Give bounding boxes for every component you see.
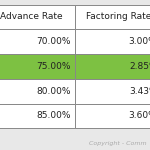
Bar — [75, 103, 150, 128]
Bar — [0, 54, 75, 79]
Bar — [75, 4, 150, 29]
Text: 80.00%: 80.00% — [36, 87, 70, 96]
Text: 70.00%: 70.00% — [36, 37, 70, 46]
Bar — [75, 29, 150, 54]
Bar — [0, 103, 75, 128]
Text: Copyright - Comm: Copyright - Comm — [89, 141, 147, 147]
Text: 2.85%: 2.85% — [129, 62, 150, 71]
Text: 3.43%: 3.43% — [129, 87, 150, 96]
Text: 3.00%: 3.00% — [129, 37, 150, 46]
Bar — [75, 54, 150, 79]
Text: Advance Rate: Advance Rate — [0, 12, 63, 21]
Text: Factoring Rate: Factoring Rate — [86, 12, 150, 21]
Bar — [0, 79, 75, 103]
Text: 85.00%: 85.00% — [36, 111, 70, 120]
Text: 3.60%: 3.60% — [129, 111, 150, 120]
Bar — [75, 79, 150, 103]
Bar — [0, 29, 75, 54]
Text: 75.00%: 75.00% — [36, 62, 70, 71]
Bar — [0, 4, 75, 29]
